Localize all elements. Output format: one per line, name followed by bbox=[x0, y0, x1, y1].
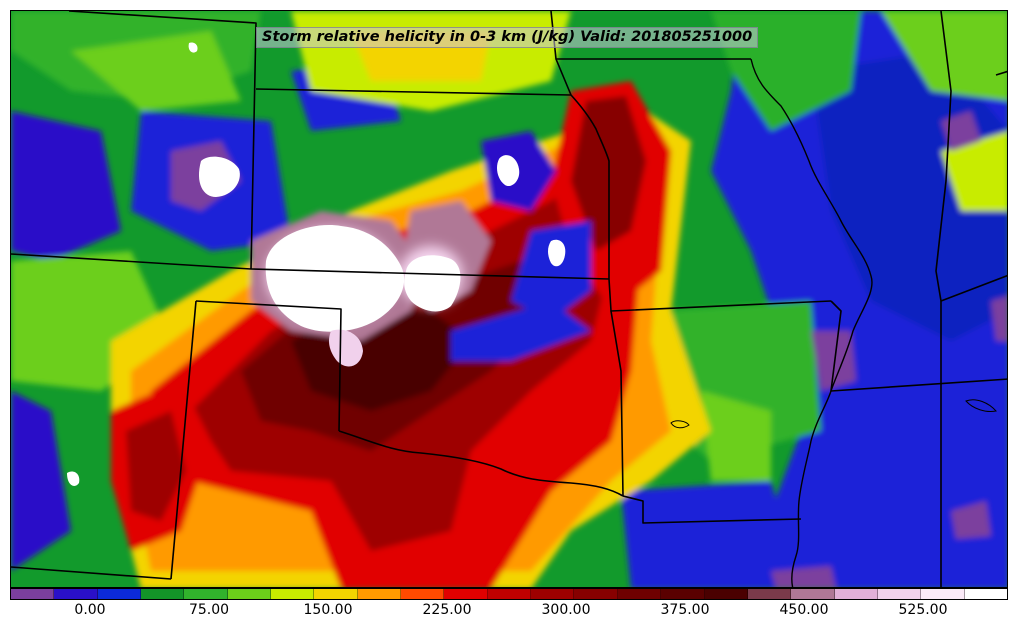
colorbar-tick-label: 0.00 bbox=[74, 602, 106, 618]
colorbar-segment bbox=[227, 589, 272, 599]
colorbar-tick-label: 225.00 bbox=[422, 602, 472, 618]
colorbar-segment bbox=[617, 589, 662, 599]
colorbar-tick-label: 450.00 bbox=[779, 602, 829, 618]
boundary-line bbox=[830, 300, 1007, 392]
boundary-line bbox=[11, 566, 172, 580]
colorbar-tick-label: 75.00 bbox=[188, 602, 230, 618]
colorbar-segment bbox=[11, 589, 55, 599]
colorbar-tick-label: 150.00 bbox=[303, 602, 353, 618]
colorbar-segment bbox=[271, 589, 315, 599]
colorbar-segment bbox=[141, 589, 185, 599]
boundary-line bbox=[555, 58, 572, 96]
boundary-line bbox=[68, 11, 257, 270]
boundary-line bbox=[935, 11, 1007, 302]
colorbar-segment bbox=[964, 589, 1007, 599]
colorbar-segment bbox=[747, 589, 792, 599]
colorbar-segment bbox=[54, 589, 98, 599]
colorbar-segment bbox=[877, 589, 922, 599]
helicity-field-map bbox=[11, 11, 1007, 587]
mississippi-river bbox=[750, 58, 873, 587]
colorbar bbox=[10, 588, 1008, 600]
boundary-line bbox=[170, 300, 197, 580]
colorbar-segment bbox=[661, 589, 705, 599]
boundary-line bbox=[195, 300, 342, 432]
lake-outlines bbox=[670, 399, 997, 429]
boundary-line bbox=[338, 430, 624, 497]
map-panel: Storm relative helicity in 0-3 km (J/kg)… bbox=[10, 10, 1008, 588]
colorbar-tick-label: 300.00 bbox=[541, 602, 591, 618]
colorbar-segment bbox=[401, 589, 445, 599]
boundary-line bbox=[622, 495, 802, 524]
boundary-line bbox=[610, 310, 624, 497]
maximum-helicity-core-center bbox=[67, 42, 566, 486]
colorbar-segment bbox=[184, 589, 228, 599]
colorbar-segment bbox=[574, 589, 618, 599]
colorbar-segment bbox=[487, 589, 532, 599]
boundary-line bbox=[255, 88, 572, 96]
colorbar-segment bbox=[791, 589, 835, 599]
colorbar-segment bbox=[921, 589, 965, 599]
colorbar-segment bbox=[444, 589, 488, 599]
colorbar-segment bbox=[314, 589, 358, 599]
colorbar-segment bbox=[704, 589, 748, 599]
boundary-line bbox=[995, 70, 1007, 76]
boundary-line bbox=[11, 253, 610, 280]
map-title: Storm relative helicity in 0-3 km (J/kg)… bbox=[256, 27, 759, 48]
colorbar-segment bbox=[834, 589, 878, 599]
colorbar-segment bbox=[357, 589, 402, 599]
state-boundaries bbox=[11, 11, 1007, 587]
colorbar-tick-label: 525.00 bbox=[898, 602, 948, 618]
colorbar-tick-label: 375.00 bbox=[660, 602, 710, 618]
colorbar-tick-labels: 0.00 75.00 150.00 225.00 300.00 375.00 450.00 5… bbox=[10, 600, 1008, 630]
colorbar-segment bbox=[97, 589, 142, 599]
boundary-line bbox=[570, 94, 610, 279]
colorbar-segment bbox=[531, 589, 575, 599]
